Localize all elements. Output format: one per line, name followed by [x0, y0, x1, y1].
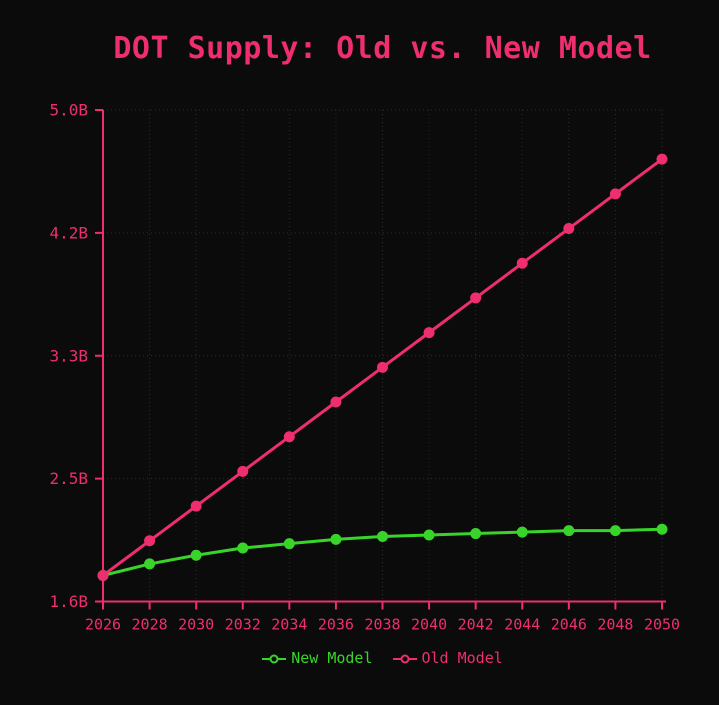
legend-item-old-model: Old Model [392, 649, 503, 667]
x-tick-label: 2048 [597, 616, 633, 634]
data-point-new-model [283, 538, 295, 550]
y-tick-label: 4.2B [49, 223, 88, 242]
legend-marker-icon [262, 654, 287, 663]
data-point-old-model [470, 292, 482, 304]
data-point-new-model [423, 529, 435, 541]
x-tick-label: 2038 [364, 616, 400, 634]
legend-marker-icon [392, 654, 417, 663]
data-point-new-model [516, 526, 528, 538]
x-tick-label: 2032 [225, 616, 261, 634]
x-tick-label: 2044 [504, 616, 540, 634]
data-point-new-model [656, 523, 668, 535]
data-point-old-model [97, 569, 109, 581]
chart-legend: New Model Old Model [103, 651, 662, 666]
data-point-old-model [656, 153, 668, 165]
x-tick-label: 2046 [551, 616, 587, 634]
data-point-old-model [144, 535, 156, 547]
data-point-old-model [330, 396, 342, 408]
data-point-new-model [563, 525, 575, 537]
legend-label-new-model: New Model [291, 649, 373, 667]
x-tick-label: 2040 [411, 616, 447, 634]
data-point-new-model [330, 533, 342, 545]
y-tick-label: 2.5B [49, 469, 88, 488]
data-point-old-model [377, 361, 388, 373]
data-point-old-model [283, 431, 295, 443]
legend-label-old-model: Old Model [421, 649, 503, 667]
data-point-new-model [470, 528, 482, 540]
x-tick-label: 2026 [85, 616, 121, 634]
data-point-new-model [609, 525, 621, 537]
data-point-new-model [377, 530, 388, 542]
chart-title: DOT Supply: Old vs. New Model [113, 31, 652, 66]
x-tick-label: 2034 [271, 616, 307, 634]
data-point-old-model [609, 188, 621, 200]
x-tick-label: 2042 [458, 616, 494, 634]
data-point-new-model [190, 549, 202, 561]
legend-item-new-model: New Model [262, 649, 373, 667]
data-point-new-model [144, 558, 156, 570]
data-point-new-model [237, 542, 249, 554]
x-tick-label: 2050 [644, 616, 680, 634]
x-tick-label: 2028 [132, 616, 168, 634]
data-point-old-model [237, 465, 249, 477]
data-point-old-model [516, 257, 528, 269]
data-point-old-model [190, 500, 202, 512]
y-tick-label: 5.0B [49, 101, 88, 120]
data-point-old-model [563, 223, 575, 235]
x-tick-label: 2036 [318, 616, 354, 634]
x-tick-label: 2030 [178, 616, 214, 634]
data-point-old-model [423, 327, 435, 339]
y-tick-label: 3.3B [49, 346, 88, 365]
y-tick-label: 1.6B [49, 592, 88, 611]
